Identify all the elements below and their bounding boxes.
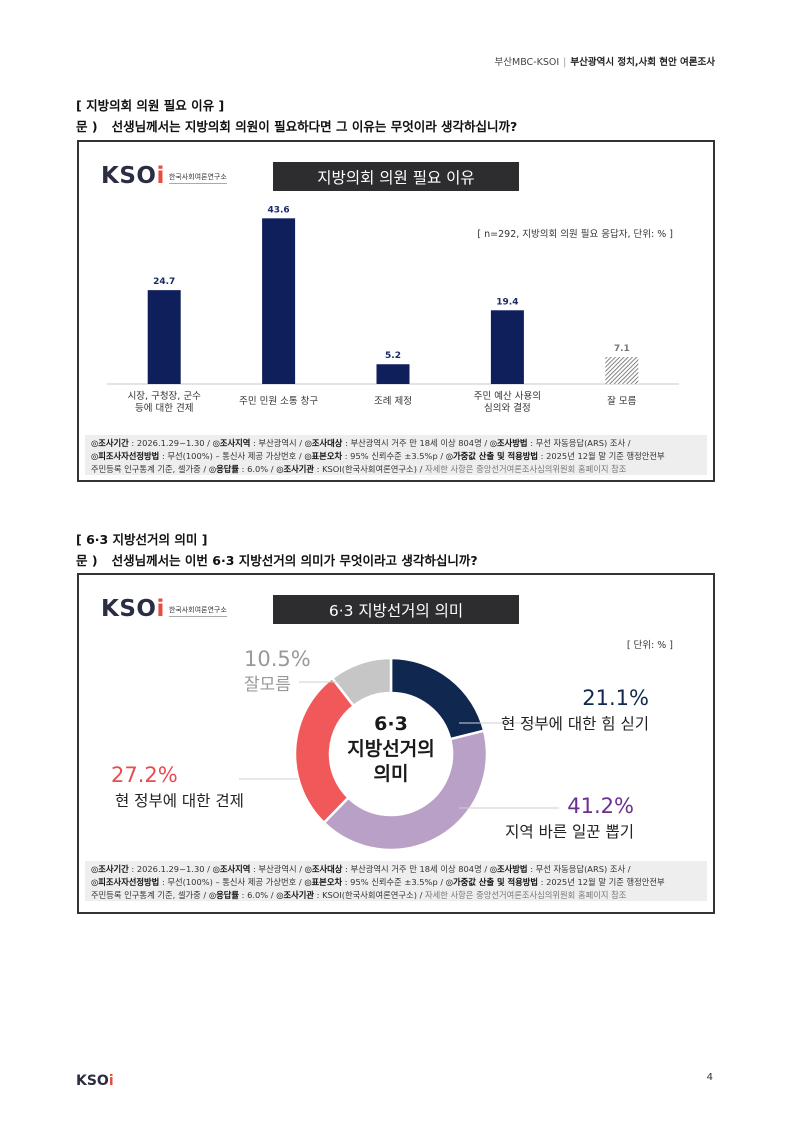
section1-heading: [ 지방의회 의원 필요 이유 ] [76,98,225,113]
pie-chart-unit-note: [ 단위: % ] [626,640,673,651]
footer-line-2: ◎피조사자선정방법 : 무선(100%) – 통신사 제공 가상번호 / ◎표본… [91,876,665,887]
page-logo: KSOi [76,1073,114,1089]
header-separator: | [563,57,567,68]
footer-line-1: ◎조사기간 : 2026.1.29~1.30 / ◎조사지역 : 부산광역시 /… [91,864,631,874]
bar-chart-unit-note: [ n=292, 지방의회 의원 필요 응답자, 단위: % ] [477,229,673,240]
header-title: 부산광역시 정치,사회 현안 여론조사 [570,57,715,68]
donut-slice-3 [330,656,393,708]
bar-value-label-1: 43.6 [267,205,289,215]
section2-question-prefix: 문 ) [76,553,98,568]
section2-heading: [ 6·3 지방선거의 의미 ] [76,532,208,547]
donut-category-label-1: 지역 바른 일꾼 뽑기 [505,823,634,841]
bar-category-label-3-1: 심의와 결정 [484,402,531,414]
section1-question: 문 ) 선생님께서는 지방의회 의원이 필요하다면 그 이유는 무엇이라 생각하십… [76,116,517,135]
bar-2 [376,364,410,384]
bar-value-label-4: 7.1 [614,344,630,354]
section1-question-prefix: 문 ) [76,119,98,134]
bar-chart-title: 지방의회 의원 필요 이유 [273,162,519,191]
pie-chart-title: 6·3 지방선거의 의미 [273,595,519,624]
header-org: 부산MBC-KSOI [494,57,560,68]
bar-value-label-3: 19.4 [496,297,518,307]
donut-value-label-2: 27.2% [111,763,178,787]
section2-question: 문 ) 선생님께서는 이번 6·3 지방선거의 의미가 무엇이라고 생각하십니까? [76,550,478,569]
donut-slice-1 [322,729,489,852]
logo-mark: KSOi [101,596,165,622]
donut-category-label-0: 현 정부에 대한 힘 싣기 [501,715,649,733]
donut-center-text-2: 의미 [374,763,409,785]
bar-chart-footer: ◎조사기간 : 2026.1.29~1.30 / ◎조사지역 : 부산광역시 /… [85,435,707,475]
page-number: 4 [706,1072,713,1083]
bar-category-label-3-0: 주민 예산 사용의 [474,391,541,402]
footer-line-2: ◎피조사자선정방법 : 무선(100%) – 통신사 제공 가상번호 / ◎표본… [91,450,665,461]
page-header: 부산MBC-KSOI | 부산광역시 정치,사회 현안 여론조사 [495,54,715,68]
bar-4 [605,357,639,384]
donut-value-label-0: 21.1% [582,686,649,710]
footer-line-1: ◎조사기간 : 2026.1.29~1.30 / ◎조사지역 : 부산광역시 /… [91,438,631,448]
donut-category-label-3: 잘모름 [244,675,291,695]
logo-text: 한국사회여론연구소 [168,605,227,617]
bar-value-label-2: 5.2 [385,351,401,361]
bar-chart-panel: KSOi 한국사회여론연구소 지방의회 의원 필요 이유 [ n=292, 지방… [77,140,715,482]
footer-line-3: 주민등록 인구통계 기준, 셀가중 / ◎응답률 : 6.0% / ◎조사기관 … [91,463,627,474]
bar-0 [147,290,181,384]
footer-line-3: 주민등록 인구통계 기준, 셀가중 / ◎응답률 : 6.0% / ◎조사기관 … [91,889,627,900]
bar-3 [490,310,524,384]
bar-category-label-0-0: 시장, 구청장, 군수 [128,391,202,402]
pie-chart-panel: KSOi 한국사회여론연구소 6·3 지방선거의 의미 [ 단위: % ] 6·… [77,573,715,914]
section1-question-text: 선생님께서는 지방의회 의원이 필요하다면 그 이유는 무엇이라 생각하십니까? [111,119,518,134]
donut-center-text-0: 6·3 [374,713,408,735]
bar-category-label-1-0: 주민 민원 소통 창구 [239,396,318,407]
bar-value-label-0: 24.7 [153,277,175,287]
donut-center-text-1: 지방선거의 [347,738,434,760]
donut-value-label-3: 10.5% [244,647,311,671]
ksoi-logo: KSOi 한국사회여론연구소 [101,596,227,622]
ksoi-logo: KSOi 한국사회여론연구소 [101,163,227,189]
donut-value-label-1: 41.2% [567,794,634,818]
section2-question-text: 선생님께서는 이번 6·3 지방선거의 의미가 무엇이라고 생각하십니까? [111,553,478,568]
bar-1 [262,218,296,384]
donut-slice-2 [293,676,356,825]
bar-category-label-2-0: 조례 제정 [374,396,412,407]
bar-category-label-4-0: 잘 모름 [607,395,636,407]
logo-text: 한국사회여론연구소 [168,172,227,184]
donut-category-label-2: 현 정부에 대한 견제 [115,792,244,810]
logo-mark: KSOi [101,163,165,189]
pie-chart-footer: ◎조사기간 : 2026.1.29~1.30 / ◎조사지역 : 부산광역시 /… [85,861,707,901]
bar-category-label-0-1: 등에 대한 견제 [135,402,193,414]
